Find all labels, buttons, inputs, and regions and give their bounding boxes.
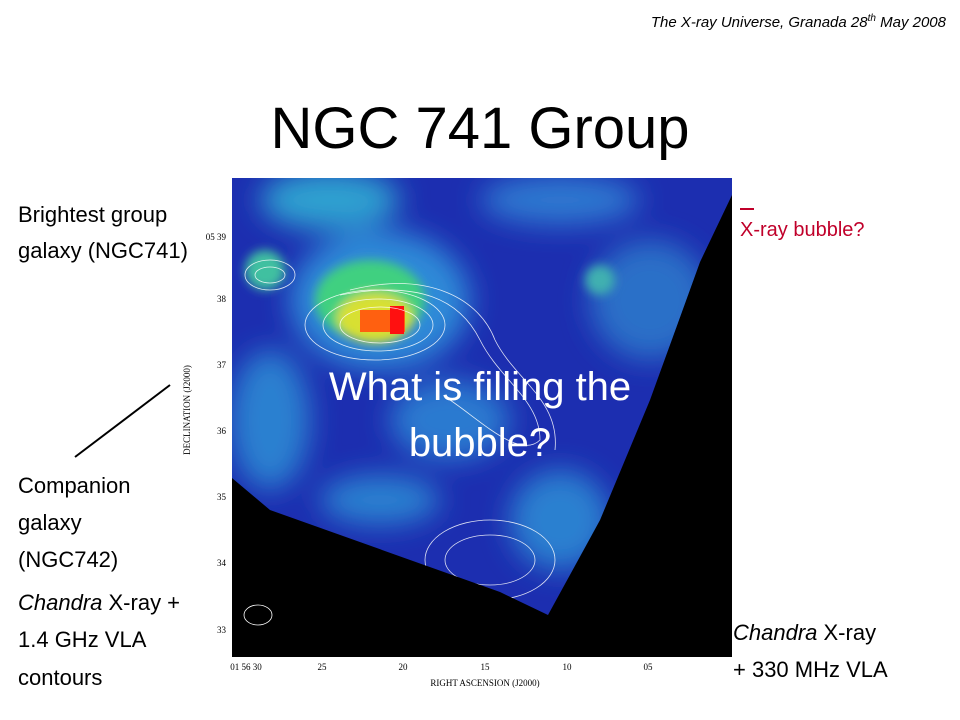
caption-italic: Chandra (18, 590, 102, 615)
header: The X-ray Universe, Granada 28th May 200… (651, 13, 947, 31)
label: Brightest group (18, 202, 167, 227)
ra-tick: 10 (563, 662, 573, 672)
ra-tick: 05 (644, 662, 654, 672)
ra-tick: 01 56 30 (230, 662, 262, 672)
bubble-label: X-ray bubble? (740, 219, 865, 241)
dec-tick: 05 39 (206, 232, 227, 242)
dec-tick: 33 (217, 625, 227, 635)
axis-label: RIGHT ASCENSION (J2000) (430, 678, 539, 688)
ra-tick: 25 (318, 662, 328, 672)
dec-tick: 34 (217, 558, 227, 568)
title: NGC 741 Group (270, 96, 689, 161)
ra-tick: 20 (399, 662, 409, 672)
header-sup: th (868, 13, 877, 24)
caption: contours (18, 665, 102, 690)
dec-tick: 38 (217, 294, 227, 304)
ra-tick: 15 (481, 662, 491, 672)
caption: + 330 MHz VLA (733, 657, 888, 682)
label: (NGC742) (18, 547, 118, 572)
label: Companion (18, 473, 131, 498)
header-text: May 2008 (876, 14, 947, 31)
overlay-text: bubble? (409, 421, 551, 465)
caption: Chandra X-ray (733, 620, 876, 645)
label: galaxy (NGC741) (18, 238, 188, 263)
caption-text: X-ray (817, 620, 876, 645)
overlay-text: What is filling the (329, 365, 631, 409)
dec-tick: 37 (217, 360, 227, 370)
pointer-line (74, 384, 171, 458)
caption-text: X-ray + (102, 590, 180, 615)
caption-italic: Chandra (733, 620, 817, 645)
xray-image (232, 178, 732, 657)
caption: Chandra X-ray + (18, 590, 180, 615)
caption: 1.4 GHz VLA (18, 627, 147, 652)
header-text: The X-ray Universe, Granada 28 (651, 14, 868, 31)
dec-tick: 36 (217, 426, 227, 436)
ticks: 05 39 38 37 36 35 34 33 01 56 30 25 20 15 10 05 (206, 232, 653, 672)
axis-label: DECLINATION (J2000) (182, 365, 192, 455)
label: galaxy (18, 510, 82, 535)
dec-tick: 35 (217, 492, 227, 502)
